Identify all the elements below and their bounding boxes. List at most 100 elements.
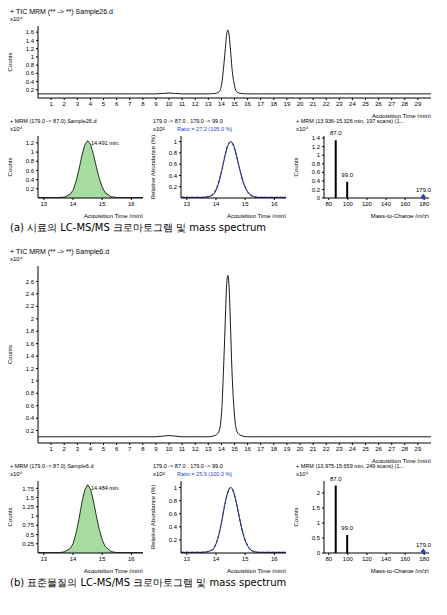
svg-text:0.4: 0.4 — [26, 415, 35, 421]
svg-text:3: 3 — [76, 446, 80, 452]
svg-text:2: 2 — [317, 490, 321, 496]
svg-text:22: 22 — [323, 101, 330, 107]
svg-text:13: 13 — [40, 556, 47, 562]
svg-text:25: 25 — [362, 101, 369, 107]
svg-text:0.4: 0.4 — [312, 178, 321, 184]
svg-text:27: 27 — [388, 101, 395, 107]
svg-text:21: 21 — [310, 101, 317, 107]
svg-text:0.8: 0.8 — [312, 161, 321, 167]
svg-text:140: 140 — [381, 201, 392, 207]
svg-text:15: 15 — [242, 556, 249, 562]
svg-text:Acquisition Time (min): Acquisition Time (min) — [84, 213, 143, 218]
svg-text:28: 28 — [401, 101, 408, 107]
svg-text:0.2: 0.2 — [312, 187, 321, 193]
svg-text:0.6: 0.6 — [26, 70, 35, 76]
svg-text:0.2: 0.2 — [26, 186, 35, 192]
svg-text:14: 14 — [213, 556, 220, 562]
svg-text:1: 1 — [31, 54, 35, 60]
svg-text:19: 19 — [284, 446, 291, 452]
svg-text:15: 15 — [242, 201, 249, 207]
svg-text:0.2: 0.2 — [26, 428, 35, 434]
svg-text:1: 1 — [317, 520, 321, 526]
svg-text:Counts: Counts — [294, 157, 299, 176]
svg-text:10: 10 — [166, 446, 173, 452]
svg-text:13: 13 — [205, 101, 212, 107]
svg-text:11: 11 — [179, 101, 186, 107]
svg-text:4: 4 — [89, 446, 93, 452]
svg-text:0.6: 0.6 — [312, 169, 321, 175]
svg-text:18: 18 — [270, 101, 277, 107]
svg-text:120: 120 — [362, 556, 373, 562]
svg-text:2: 2 — [31, 316, 35, 322]
svg-text:0.75: 0.75 — [22, 522, 34, 528]
svg-text:0.8: 0.8 — [169, 498, 178, 504]
svg-text:0.6: 0.6 — [26, 403, 35, 409]
svg-text:19: 19 — [284, 101, 291, 107]
svg-text:0.2: 0.2 — [26, 87, 35, 93]
svg-text:1: 1 — [31, 149, 35, 155]
svg-text:1.25: 1.25 — [22, 504, 34, 510]
svg-text:1: 1 — [174, 485, 178, 491]
svg-text:14: 14 — [213, 201, 220, 207]
svg-text:0.4: 0.4 — [26, 177, 35, 183]
svg-text:29: 29 — [415, 446, 422, 452]
svg-text:0.6: 0.6 — [169, 511, 178, 517]
svg-text:13: 13 — [183, 556, 190, 562]
svg-text:Counts: Counts — [8, 507, 13, 526]
svg-text:25: 25 — [362, 446, 369, 452]
svg-text:16: 16 — [271, 201, 278, 207]
svg-text:87.0: 87.0 — [330, 130, 342, 136]
svg-text:28: 28 — [401, 446, 408, 452]
svg-text:0: 0 — [317, 195, 321, 201]
svg-text:Counts: Counts — [294, 507, 299, 526]
svg-text:Counts: Counts — [8, 345, 13, 364]
svg-text:1.4: 1.4 — [26, 38, 35, 44]
svg-text:1.8: 1.8 — [26, 328, 35, 334]
svg-text:Mass-to-Charge (m/z): Mass-to-Charge (m/z) — [371, 568, 429, 573]
svg-text:Acquisition Time (min): Acquisition Time (min) — [84, 568, 143, 573]
svg-text:0.8: 0.8 — [26, 390, 35, 396]
svg-text:15: 15 — [231, 101, 238, 107]
svg-text:24: 24 — [349, 446, 356, 452]
svg-text:80: 80 — [325, 201, 332, 207]
svg-text:0.5: 0.5 — [26, 532, 35, 538]
svg-text:1.4: 1.4 — [312, 135, 321, 141]
svg-text:2.4: 2.4 — [26, 291, 35, 297]
svg-text:180: 180 — [419, 201, 430, 207]
svg-text:160: 160 — [400, 201, 411, 207]
svg-text:17: 17 — [257, 446, 264, 452]
svg-text:1.75: 1.75 — [22, 486, 34, 492]
svg-text:23: 23 — [336, 446, 343, 452]
svg-text:14: 14 — [70, 201, 77, 207]
svg-text:Counts: Counts — [8, 52, 13, 71]
svg-text:0.8: 0.8 — [26, 158, 35, 164]
svg-text:1.2: 1.2 — [312, 144, 321, 150]
svg-text:0.2: 0.2 — [169, 537, 178, 543]
svg-text:13: 13 — [205, 446, 212, 452]
svg-text:120: 120 — [362, 201, 373, 207]
svg-text:16: 16 — [244, 446, 251, 452]
svg-text:160: 160 — [400, 556, 411, 562]
svg-text:18: 18 — [270, 446, 277, 452]
svg-text:0.8: 0.8 — [26, 62, 35, 68]
svg-text:1: 1 — [174, 139, 178, 145]
svg-text:0.2: 0.2 — [169, 184, 178, 190]
svg-text:4: 4 — [89, 101, 93, 107]
svg-text:6: 6 — [115, 446, 119, 452]
svg-text:2.2: 2.2 — [26, 303, 35, 309]
svg-text:6: 6 — [115, 101, 119, 107]
svg-text:1: 1 — [31, 378, 35, 384]
svg-text:29: 29 — [415, 101, 422, 107]
svg-text:9: 9 — [154, 446, 158, 452]
svg-text:Relative Abundance (%): Relative Abundance (%) — [151, 485, 156, 549]
svg-text:3: 3 — [76, 101, 80, 107]
svg-text:8: 8 — [141, 446, 145, 452]
svg-text:0.6: 0.6 — [169, 161, 178, 167]
svg-text:Mass-to-Charge (m/z): Mass-to-Charge (m/z) — [371, 213, 429, 218]
svg-text:87.0: 87.0 — [330, 476, 342, 482]
svg-text:0.4: 0.4 — [169, 524, 178, 530]
svg-text:14: 14 — [70, 556, 77, 562]
svg-text:8: 8 — [141, 101, 145, 107]
svg-text:5: 5 — [102, 101, 106, 107]
svg-text:14: 14 — [218, 446, 225, 452]
